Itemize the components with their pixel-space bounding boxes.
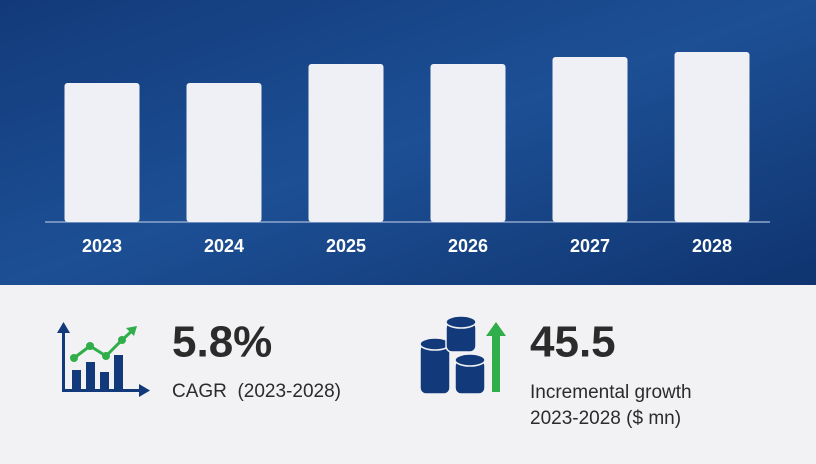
coins-icon [419, 315, 506, 395]
growth-label: Incremental growth [530, 382, 692, 403]
bar [430, 64, 506, 222]
cagr-label: CAGR (2023-2028) [172, 381, 341, 402]
x-tick-label: 2027 [570, 236, 610, 256]
x-tick-label: 2023 [82, 236, 122, 256]
growth-label: 2023-2028 ($ mn) [530, 408, 681, 429]
bar [308, 64, 384, 222]
x-tick-label: 2024 [204, 236, 244, 256]
x-tick-label: 2028 [692, 236, 732, 256]
cagr-value: 5.8% [172, 318, 272, 367]
growth-value: 45.5 [530, 318, 616, 367]
bar [674, 52, 750, 222]
cagr-icon [57, 322, 150, 397]
x-tick-label: 2025 [326, 236, 366, 256]
x-tick-label: 2026 [448, 236, 488, 256]
bar [552, 57, 628, 222]
bar [186, 83, 262, 222]
stats-background [0, 285, 816, 464]
bar [64, 83, 140, 222]
